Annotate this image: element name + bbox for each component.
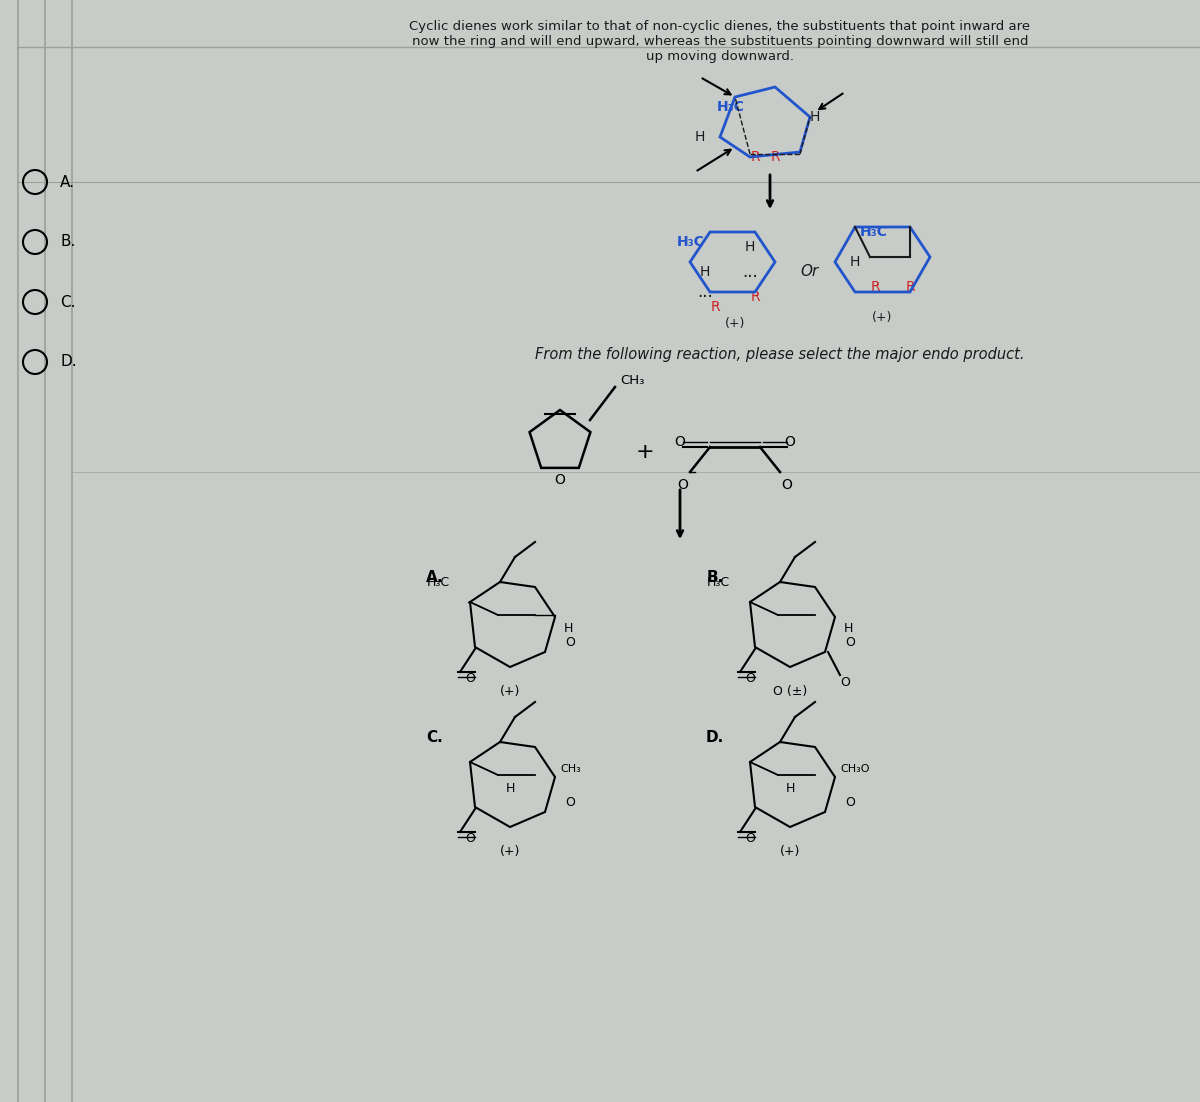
Text: H₃C: H₃C <box>427 575 450 588</box>
Text: H: H <box>700 264 710 279</box>
Text: H: H <box>810 110 820 125</box>
Text: C.: C. <box>427 730 443 745</box>
Text: O: O <box>565 636 575 648</box>
Text: O: O <box>678 478 689 491</box>
Text: CH₃: CH₃ <box>560 764 581 774</box>
Text: H₃C: H₃C <box>718 100 745 114</box>
Text: ...: ... <box>742 263 758 281</box>
Text: (+): (+) <box>872 311 892 324</box>
Text: D.: D. <box>60 355 77 369</box>
Text: O: O <box>840 676 850 689</box>
Text: +: + <box>636 442 654 462</box>
Text: O: O <box>466 672 475 685</box>
Text: (+): (+) <box>500 685 520 699</box>
Text: ...: ... <box>697 283 713 301</box>
Text: O: O <box>745 832 755 845</box>
Text: O: O <box>781 478 792 491</box>
Text: From the following reaction, please select the major endo product.: From the following reaction, please sele… <box>535 347 1025 361</box>
Text: R: R <box>710 300 720 314</box>
Text: O: O <box>554 473 565 487</box>
Text: CH₃: CH₃ <box>620 374 644 387</box>
Text: H₃C: H₃C <box>707 575 730 588</box>
Text: O (±): O (±) <box>773 685 808 699</box>
Text: R: R <box>770 150 780 164</box>
Text: Or: Or <box>800 264 820 280</box>
Text: CH₃O: CH₃O <box>840 764 870 774</box>
Text: H: H <box>695 130 706 144</box>
Text: O: O <box>785 435 796 449</box>
Text: H₃C: H₃C <box>860 225 888 239</box>
Text: H: H <box>563 623 572 636</box>
Text: O: O <box>674 435 685 449</box>
Text: C.: C. <box>60 294 76 310</box>
Text: R: R <box>750 150 760 164</box>
Text: (+): (+) <box>780 845 800 858</box>
Text: O: O <box>466 832 475 845</box>
Text: B.: B. <box>707 570 724 584</box>
Text: Cyclic dienes work similar to that of non-cyclic dienes, the substituents that p: Cyclic dienes work similar to that of no… <box>409 20 1031 63</box>
Text: R: R <box>750 290 760 304</box>
Text: (+): (+) <box>725 317 745 331</box>
Text: (+): (+) <box>500 845 520 858</box>
Text: O: O <box>745 672 755 685</box>
Text: H: H <box>785 782 794 796</box>
Text: H: H <box>505 782 515 796</box>
Text: H₃C: H₃C <box>677 235 706 249</box>
Text: H: H <box>844 623 853 636</box>
Text: A.: A. <box>426 570 444 584</box>
Text: O: O <box>845 796 854 809</box>
Text: R: R <box>905 280 914 294</box>
Text: A.: A. <box>60 174 74 190</box>
Text: H: H <box>850 255 860 269</box>
Text: R: R <box>870 280 880 294</box>
Text: D.: D. <box>706 730 724 745</box>
Text: O: O <box>845 636 854 648</box>
Text: B.: B. <box>60 235 76 249</box>
Text: O: O <box>565 796 575 809</box>
Text: H: H <box>745 240 755 253</box>
